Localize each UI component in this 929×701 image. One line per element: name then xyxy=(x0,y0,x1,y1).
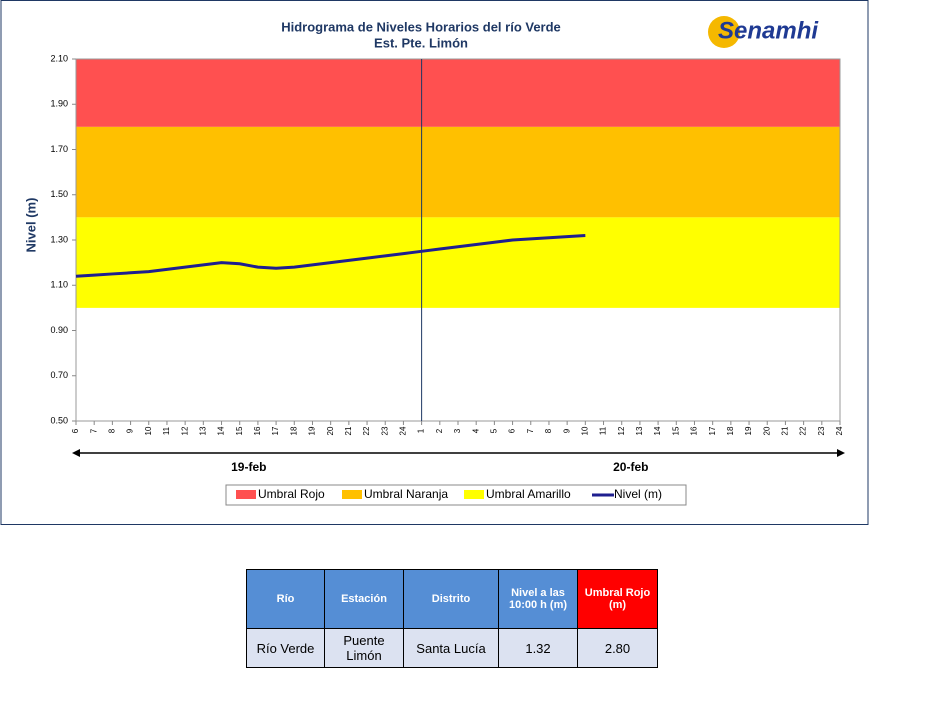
logo: Senamhi xyxy=(718,17,819,44)
x-tick-label: 19 xyxy=(744,426,753,435)
x-tick-label: 6 xyxy=(508,428,517,433)
x-tick-label: 10 xyxy=(144,426,153,435)
x-tick-label: 24 xyxy=(399,426,408,435)
header-cell: Río xyxy=(246,569,325,629)
x-tick-label: 21 xyxy=(781,426,790,435)
table-header: Río Estación Distrito Nivel a las 10:00 h (… xyxy=(246,569,658,629)
x-tick-label: 9 xyxy=(562,428,571,433)
x-tick-label: 10 xyxy=(580,426,589,435)
legend-swatch xyxy=(342,490,362,499)
cell: Puente Limón xyxy=(324,628,404,668)
cell: Santa Lucía xyxy=(403,628,499,668)
day-label: 19-feb xyxy=(231,460,266,474)
x-tick-label: 20 xyxy=(326,426,335,435)
chart-title: Hidrograma de Niveles Horarios del río V… xyxy=(281,19,561,34)
level-line xyxy=(75,233,586,278)
header-cell: Umbral Rojo (m) xyxy=(577,569,658,629)
x-tick-label: 6 xyxy=(71,428,80,433)
y-tick-label: 1.10 xyxy=(50,280,68,290)
x-tick-label: 18 xyxy=(726,426,735,435)
legend: Umbral Rojo Umbral Naranja Umbral Amarillo… xyxy=(225,484,687,506)
x-tick-label: 21 xyxy=(344,426,353,435)
x-tick-label: 17 xyxy=(708,426,717,435)
x-tick-label: 16 xyxy=(253,426,262,435)
x-tick-label: 22 xyxy=(799,426,808,435)
y-axis-label: Nivel (m) xyxy=(23,198,38,253)
legend-box xyxy=(225,484,687,506)
threshold-band xyxy=(76,217,840,308)
x-tick-label: 11 xyxy=(599,426,608,435)
x-tick-label: 8 xyxy=(107,428,116,433)
x-tick-label: 1 xyxy=(417,428,426,433)
chart: Hidrograma de Niveles Horarios del río V… xyxy=(0,0,869,525)
legend-label: Umbral Naranja xyxy=(364,487,448,501)
cell: 1.32 xyxy=(498,628,578,668)
legend-swatch xyxy=(464,490,484,499)
legend-label: Umbral Amarillo xyxy=(486,487,571,501)
x-tick-label: 22 xyxy=(362,426,371,435)
header-cell: Nivel a las 10:00 h (m) xyxy=(498,569,578,629)
x-tick-label: 8 xyxy=(544,428,553,433)
threshold-band xyxy=(76,59,840,127)
chart-subtitle: Est. Pte. Limón xyxy=(374,35,468,50)
legend-swatch xyxy=(236,490,256,499)
y-tick-label: 1.50 xyxy=(50,189,68,199)
x-tick-label: 5 xyxy=(489,428,498,433)
legend-label: Umbral Rojo xyxy=(258,487,325,501)
x-tick-label: 12 xyxy=(617,426,626,435)
x-tick-label: 19 xyxy=(308,426,317,435)
x-tick-label: 9 xyxy=(126,428,135,433)
x-tick-label: 14 xyxy=(217,426,226,435)
table: Río Estación Distrito Nivel a las 10:00 h (… xyxy=(246,569,658,668)
day-label: 20-feb xyxy=(613,460,648,474)
cell: Río Verde xyxy=(246,628,325,668)
x-tick-label: 7 xyxy=(526,428,535,433)
x-tick-label: 23 xyxy=(817,426,826,435)
legend-label: Nivel (m) xyxy=(614,487,662,501)
x-tick-label: 12 xyxy=(180,426,189,435)
y-tick-label: 0.90 xyxy=(50,325,68,335)
x-tick-label: 16 xyxy=(690,426,699,435)
x-tick-label: 15 xyxy=(671,426,680,435)
x-tick-label: 13 xyxy=(198,426,207,435)
x-tick-label: 23 xyxy=(380,426,389,435)
y-tick-label: 0.50 xyxy=(50,415,68,425)
x-tick-label: 14 xyxy=(653,426,662,435)
x-tick-label: 11 xyxy=(162,426,171,435)
y-tick-label: 1.90 xyxy=(50,99,68,109)
x-tick-label: 24 xyxy=(835,426,844,435)
x-tick-label: 4 xyxy=(471,428,480,433)
x-tick-label: 2 xyxy=(435,428,444,433)
threshold-band xyxy=(76,126,840,218)
x-tick-label: 3 xyxy=(453,428,462,433)
y-tick-label: 0.70 xyxy=(50,370,68,380)
x-tick-label: 7 xyxy=(89,428,98,433)
header-cell: Distrito xyxy=(403,569,499,629)
y-tick-label: 2.10 xyxy=(50,53,68,63)
x-tick-label: 17 xyxy=(271,426,280,435)
logo-sun xyxy=(708,16,740,48)
table-row: Río Verde Puente Limón Santa Lucía 1.32 2.80 xyxy=(246,628,658,668)
x-tick-label: 20 xyxy=(762,426,771,435)
x-tick-label: 18 xyxy=(289,426,298,435)
x-tick-label: 15 xyxy=(235,426,244,435)
x-tick-label: 13 xyxy=(635,426,644,435)
cell: 2.80 xyxy=(577,628,658,668)
header-cell: Estación xyxy=(324,569,404,629)
y-tick-label: 1.30 xyxy=(50,234,68,244)
y-tick-label: 1.70 xyxy=(50,144,68,154)
